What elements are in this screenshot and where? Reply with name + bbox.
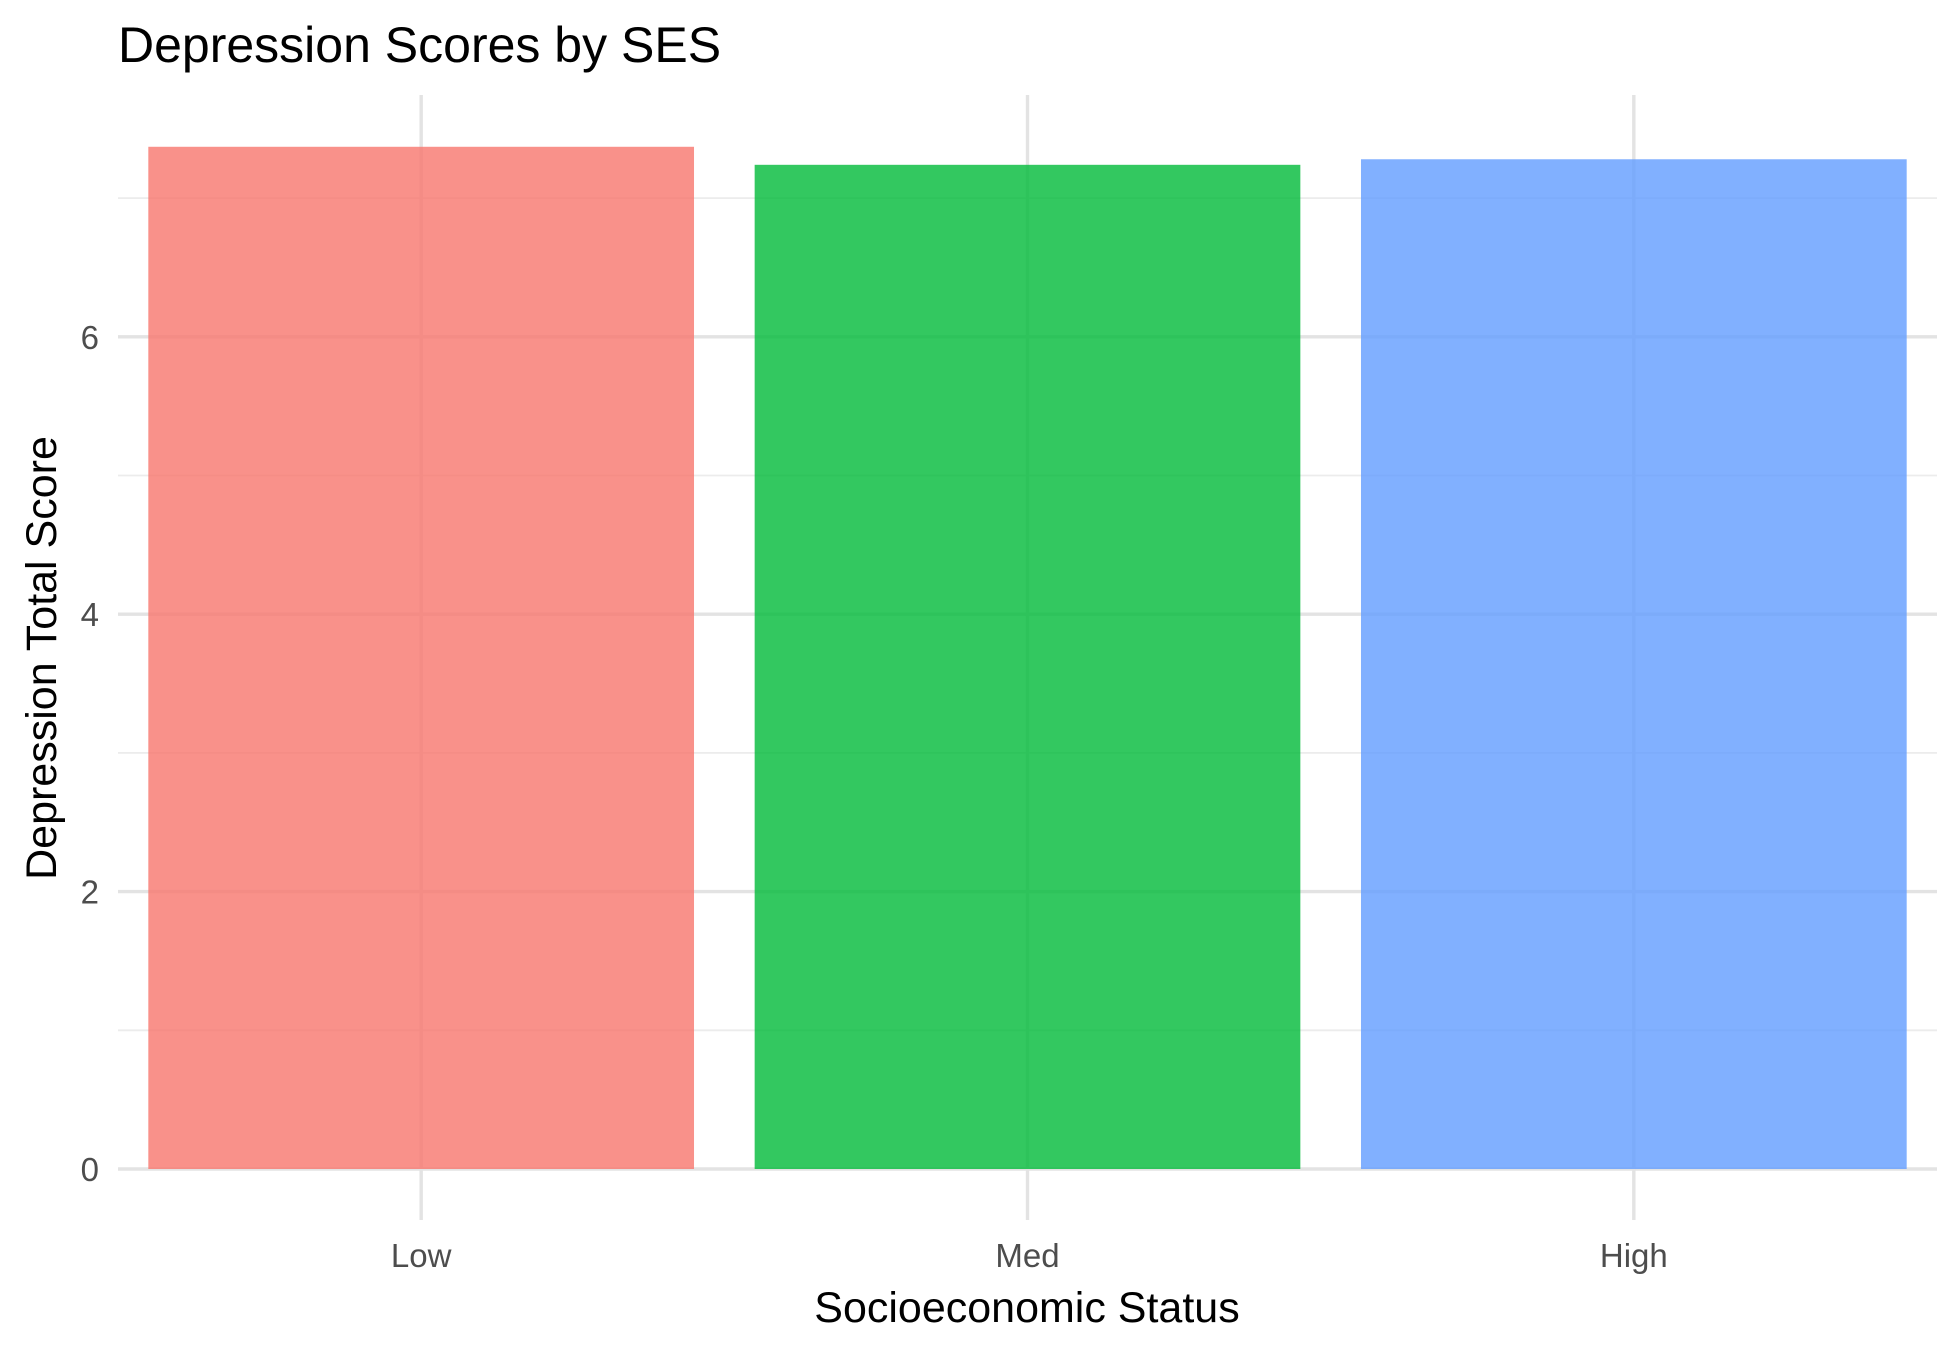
x-tick-label: Med [995,1237,1059,1274]
x-axis-title: Socioeconomic Status [814,1284,1239,1332]
chart-title: Depression Scores by SES [118,17,721,73]
x-tick-label: High [1600,1237,1668,1274]
bar-high [1360,159,1907,1169]
y-axis-ticks: 0 2 4 6 [81,319,99,1188]
y-tick-label: 0 [81,1151,99,1188]
y-tick-label: 2 [81,874,99,911]
bars [148,146,1907,1169]
y-tick-label: 6 [81,319,99,356]
y-tick-label: 4 [81,596,99,633]
bar-med [754,164,1301,1169]
y-axis-title: Depression Total Score [18,436,66,880]
bar-low [148,146,695,1169]
x-tick-label: Low [391,1237,452,1274]
x-axis-ticks: Low Med High [391,1237,1668,1274]
